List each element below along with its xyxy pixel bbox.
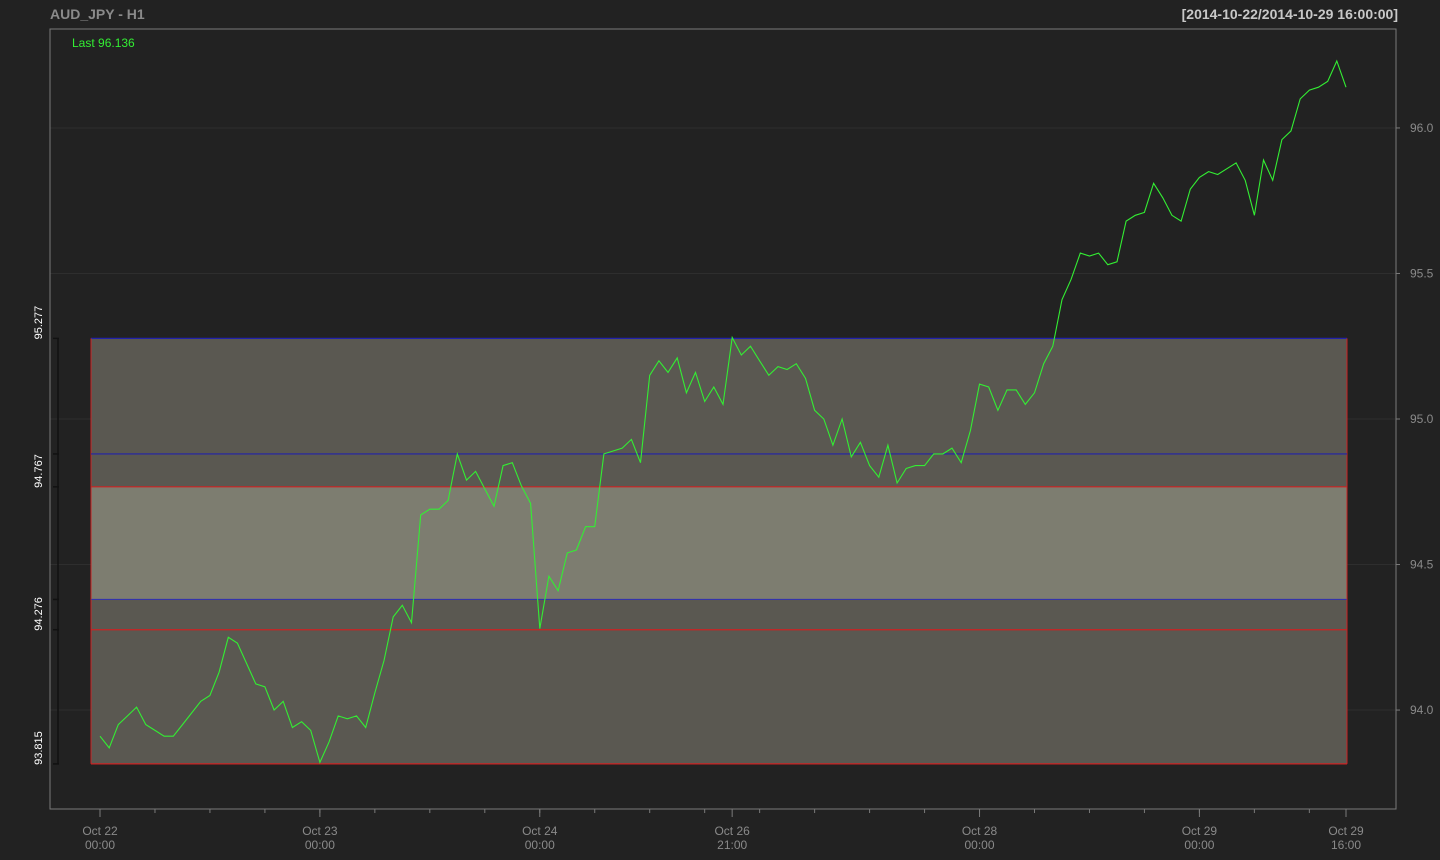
x-tick-sublabel: 00:00 bbox=[85, 838, 115, 852]
level-label: 93.815 bbox=[33, 731, 45, 765]
date-range: [2014-10-22/2014-10-29 16:00:00] bbox=[1181, 6, 1398, 22]
x-tick-sublabel: 00:00 bbox=[525, 838, 555, 852]
y-tick-label: 95.5 bbox=[1410, 266, 1434, 280]
x-tick-label: Oct 23 bbox=[302, 824, 338, 838]
y-tick-label: 94.0 bbox=[1410, 703, 1434, 717]
x-tick-label: Oct 26 bbox=[714, 824, 750, 838]
y-tick-label: 96.0 bbox=[1410, 121, 1434, 135]
level-label: 94.276 bbox=[33, 597, 45, 631]
price-line bbox=[99, 59, 1347, 764]
x-tick-sublabel: 00:00 bbox=[965, 838, 995, 852]
x-tick-label: Oct 24 bbox=[522, 824, 558, 838]
band-inner bbox=[91, 486, 1347, 600]
y-tick-label: 94.5 bbox=[1410, 558, 1434, 572]
y-tick-label: 95.0 bbox=[1410, 412, 1434, 426]
x-tick-sublabel: 00:00 bbox=[1184, 838, 1214, 852]
level-label: 95.277 bbox=[33, 306, 45, 340]
x-tick-sublabel: 00:00 bbox=[305, 838, 335, 852]
x-tick-label: Oct 28 bbox=[962, 824, 998, 838]
x-tick-sublabel: 21:00 bbox=[717, 838, 747, 852]
last-price-label: Last 96.136 bbox=[72, 36, 135, 50]
chart-title: AUD_JPY - H1 bbox=[50, 6, 145, 22]
x-tick-label: Oct 29 bbox=[1328, 824, 1364, 838]
level-label: 94.767 bbox=[33, 454, 45, 488]
x-tick-label: Oct 22 bbox=[82, 824, 118, 838]
x-tick-sublabel: 16:00 bbox=[1331, 838, 1361, 852]
x-tick-label: Oct 29 bbox=[1182, 824, 1218, 838]
